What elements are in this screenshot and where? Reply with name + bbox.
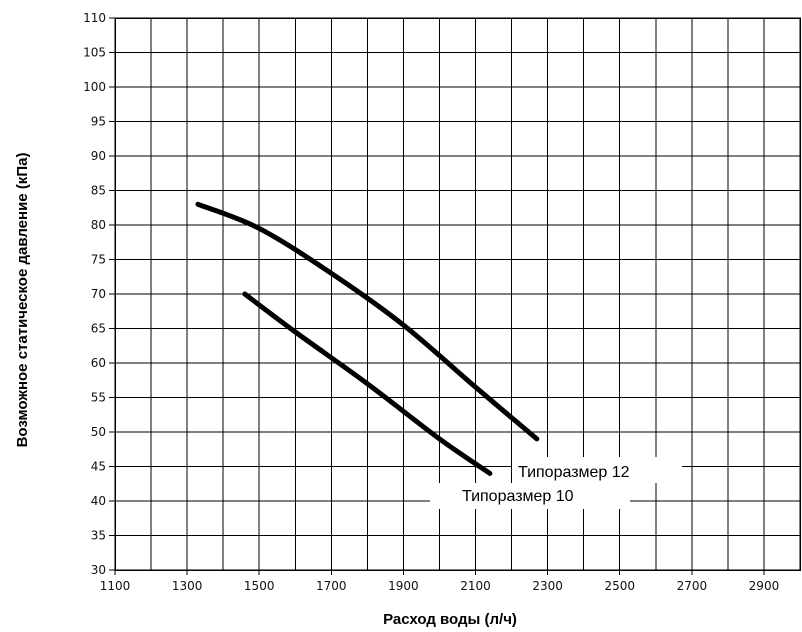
series-label-box-12 <box>512 457 682 483</box>
y-axis-title: Возможное статическое давление (кПа) <box>14 153 31 448</box>
y-tick-label: 100 <box>83 80 106 94</box>
y-tick-label: 75 <box>91 253 106 267</box>
series-labels: Типоразмер 12 Типоразмер 10 <box>430 457 682 509</box>
series-label-12: Типоразмер 12 <box>518 464 630 481</box>
x-tick-label: 2500 <box>604 579 635 593</box>
x-tick-label: 2100 <box>460 579 491 593</box>
series-lines <box>195 201 540 476</box>
y-tick-label: 60 <box>91 356 106 370</box>
x-axis-ticks: 1100 1300 1500 1700 1900 2100 2300 2500 2700 2900 <box>100 570 779 593</box>
series-line-10 <box>242 291 493 476</box>
y-tick-label: 85 <box>91 184 106 198</box>
y-tick-label: 50 <box>91 425 106 439</box>
y-tick-label: 35 <box>91 529 106 543</box>
series-label-box-10 <box>430 483 630 509</box>
series-line-12 <box>195 201 540 442</box>
x-axis-title: Расход воды (л/ч) <box>383 611 517 628</box>
x-tick-label: 1100 <box>100 579 131 593</box>
y-tick-label: 95 <box>91 115 106 129</box>
x-tick-label: 1700 <box>316 579 347 593</box>
x-tick-label: 1900 <box>388 579 419 593</box>
series-label-10: Типоразмер 10 <box>462 488 574 505</box>
grid <box>115 18 800 570</box>
y-tick-label: 30 <box>91 563 106 577</box>
y-tick-label: 105 <box>83 46 106 60</box>
y-tick-label: 65 <box>91 322 106 336</box>
y-tick-label: 70 <box>91 287 106 301</box>
x-tick-label: 2700 <box>677 579 708 593</box>
x-tick-label: 2900 <box>749 579 780 593</box>
x-tick-label: 1300 <box>172 579 203 593</box>
y-tick-label: 110 <box>83 11 106 25</box>
y-tick-label: 90 <box>91 149 106 163</box>
y-tick-label: 55 <box>91 391 106 405</box>
y-tick-label: 80 <box>91 218 106 232</box>
x-tick-label: 1500 <box>244 579 275 593</box>
y-tick-label: 45 <box>91 460 106 474</box>
x-tick-label: 2300 <box>532 579 563 593</box>
y-axis-ticks: 30 35 40 45 50 55 60 65 70 75 80 85 90 95 100 105 110 <box>83 11 115 577</box>
y-tick-label: 40 <box>91 494 106 508</box>
